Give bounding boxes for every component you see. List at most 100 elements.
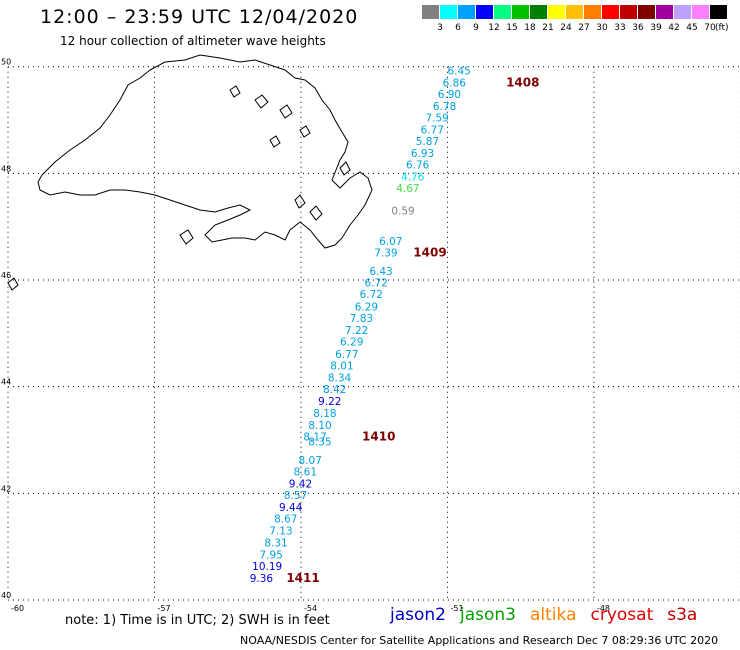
page-subtitle: 12 hour collection of altimeter wave hei… xyxy=(60,34,326,48)
wave-height-value: 4.67 xyxy=(396,183,419,195)
color-swatch xyxy=(422,5,439,19)
lon-tick-label: -51 xyxy=(450,604,463,613)
color-scale-label: 12 xyxy=(488,23,500,33)
pass-id-label: 1411 xyxy=(286,571,319,585)
wave-height-value: 6.72 xyxy=(360,289,383,301)
color-swatch xyxy=(656,5,673,19)
wave-height-value: 8.17 xyxy=(303,432,326,444)
lat-tick-label: 44 xyxy=(1,378,11,387)
color-scale-label: 70 xyxy=(704,23,716,33)
color-scale-label: 15 xyxy=(506,23,518,33)
wave-height-value: 8.42 xyxy=(323,384,346,396)
wave-height-value: 6.07 xyxy=(379,236,402,248)
wave-height-value: 6.76 xyxy=(406,160,430,172)
color-swatch xyxy=(458,5,475,19)
color-scale-label: 27 xyxy=(578,23,590,33)
wave-height-value: 7.39 xyxy=(374,248,397,260)
observation-track: 6.456.866.906.787.596.775.876.936.764.76… xyxy=(250,66,471,585)
wave-height-value: 5.87 xyxy=(416,136,439,148)
color-scale-label: 36 xyxy=(632,23,644,33)
wave-height-value: 8.18 xyxy=(313,408,336,420)
wave-height-value: 7.22 xyxy=(345,325,368,337)
wave-height-value: 7.95 xyxy=(259,549,282,561)
wave-height-value: 6.77 xyxy=(421,124,444,136)
wave-height-value: 8.35 xyxy=(308,436,331,448)
lon-tick-label: -60 xyxy=(11,604,24,613)
color-swatch xyxy=(494,5,511,19)
color-scale-label: 18 xyxy=(524,23,536,33)
color-swatch xyxy=(584,5,601,19)
wave-height-value: 8.01 xyxy=(330,361,353,373)
color-swatch xyxy=(638,5,655,19)
wave-height-value: 8.67 xyxy=(274,514,297,526)
color-swatch xyxy=(548,5,565,19)
wave-height-value: 6.90 xyxy=(438,89,461,101)
wave-height-value: 7.59 xyxy=(425,113,448,125)
wave-height-value: 7.13 xyxy=(269,525,292,537)
lat-tick-label: 48 xyxy=(1,164,11,173)
color-swatch xyxy=(674,5,691,19)
color-swatch xyxy=(710,5,727,19)
color-scale-label: 33 xyxy=(614,23,626,33)
wave-height-value: 7.83 xyxy=(350,313,373,325)
footer-note: note: 1) Time is in UTC; 2) SWH is in fe… xyxy=(65,613,330,628)
wave-height-value: 4.76 xyxy=(401,171,425,183)
wave-height-value: 6.86 xyxy=(443,77,467,89)
color-scale-label: 45 xyxy=(686,23,698,33)
pass-id-label: 1410 xyxy=(362,430,395,444)
satellite-legend-item: altika xyxy=(530,605,577,625)
coastline-newfoundland xyxy=(7,54,373,291)
wave-height-value: 9.44 xyxy=(279,502,303,514)
satellite-legend-item: jason3 xyxy=(460,605,516,625)
color-scale-label: 9 xyxy=(473,23,479,33)
color-scale-label: 30 xyxy=(596,23,608,33)
color-scale-label: 39 xyxy=(650,23,662,33)
color-scale-label: 42 xyxy=(668,23,680,33)
satellite-legend-item: s3a xyxy=(667,605,698,625)
wave-height-value: 6.78 xyxy=(433,101,456,113)
wave-height-value: 8.57 xyxy=(284,490,307,502)
wave-height-value: 8.07 xyxy=(299,455,322,467)
color-swatch xyxy=(512,5,529,19)
pass-id-label: 1408 xyxy=(506,75,539,89)
color-swatch xyxy=(440,5,457,19)
lat-tick-label: 46 xyxy=(1,271,11,280)
color-scale-label: 6 xyxy=(455,23,461,33)
color-scale-label: 3 xyxy=(437,23,443,33)
lat-tick-label: 50 xyxy=(1,58,11,67)
wave-height-value: 6.29 xyxy=(355,301,378,313)
pass-id-label: 1409 xyxy=(413,246,446,260)
satellite-legend-item: jason2 xyxy=(390,605,446,625)
wave-height-value: 10.19 xyxy=(252,561,282,573)
satellite-legend: jason2 jason3 altika cryosat s3a xyxy=(390,605,711,625)
lat-lon-grid: -60-57-54-51-48-45404244464850 xyxy=(1,58,740,613)
color-swatch xyxy=(620,5,637,19)
wave-height-value: 6.93 xyxy=(411,148,434,160)
lat-tick-label: 42 xyxy=(1,484,11,493)
wave-height-value: 9.22 xyxy=(318,396,341,408)
wave-height-value: 6.77 xyxy=(335,349,358,361)
lat-tick-label: 40 xyxy=(1,591,11,600)
pass-labels: 1408 1409 1410 1411 xyxy=(286,75,539,584)
page-title: 12:00 – 23:59 UTC 12/04/2020 xyxy=(40,6,359,28)
color-swatch xyxy=(566,5,583,19)
color-swatch xyxy=(692,5,709,19)
lon-tick-label: -54 xyxy=(304,604,317,613)
wave-height-value: 9.36 xyxy=(250,573,274,585)
wave-height-value: 8.61 xyxy=(294,467,317,479)
wave-height-value: 8.10 xyxy=(308,420,331,432)
satellite-legend-item: cryosat xyxy=(590,605,654,625)
lon-tick-label: -57 xyxy=(157,604,170,613)
wave-height-value: 0.59 xyxy=(391,205,414,217)
credit-line: NOAA/NESDIS Center for Satellite Applica… xyxy=(240,634,719,647)
color-scale-label: 21 xyxy=(542,23,554,33)
color-scale-label: 24 xyxy=(560,23,572,33)
wave-height-value: 9.42 xyxy=(289,478,312,490)
color-scale-unit: (ft) xyxy=(715,23,729,33)
color-swatch xyxy=(530,5,547,19)
color-swatch xyxy=(602,5,619,19)
wave-height-value: 6.45 xyxy=(447,66,470,78)
lon-tick-label: -48 xyxy=(597,604,610,613)
wave-height-value: 6.43 xyxy=(369,266,392,278)
